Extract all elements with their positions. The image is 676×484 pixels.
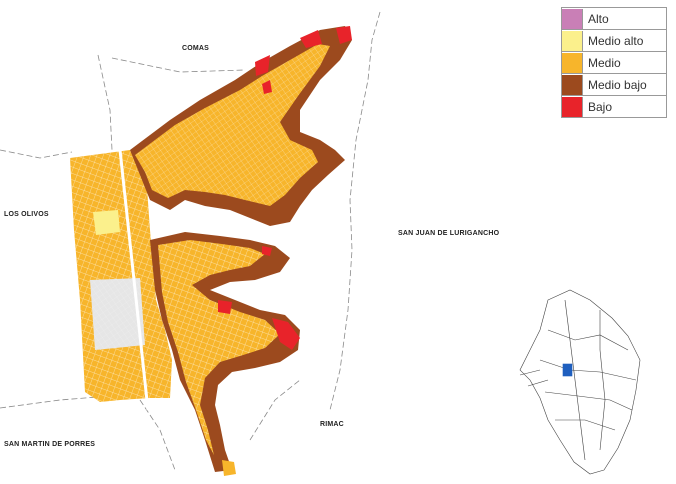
legend-label: Bajo — [588, 99, 613, 114]
district-label-los-olivos: LOS OLIVOS — [4, 211, 49, 218]
locator-inset — [519, 289, 641, 475]
legend-label: Medio alto — [588, 33, 644, 48]
district-label-san-martin-de-porres: SAN MARTIN DE PORRES — [4, 441, 96, 448]
legend-label: Medio bajo — [588, 77, 647, 92]
highlighted-district — [562, 363, 573, 377]
legend-item-bajo: Bajo — [562, 96, 666, 117]
map-region-west — [70, 149, 172, 411]
legend-label: Alto — [588, 11, 609, 26]
legend-label: Medio — [588, 55, 621, 70]
legend-item-medio-bajo: Medio bajo — [562, 74, 666, 96]
legend: Alto Medio alto Medio Medio bajo Bajo — [561, 7, 667, 118]
legend-item-medio-alto: Medio alto — [562, 30, 666, 52]
map-region-south — [150, 232, 300, 476]
legend-swatch — [562, 52, 583, 73]
legend-item-alto: Alto — [562, 8, 666, 30]
legend-swatch — [562, 74, 583, 95]
district-label-rimac: RIMAC — [320, 421, 344, 428]
district-label-comas: COMAS — [182, 45, 210, 52]
legend-swatch — [562, 96, 583, 117]
map-region-north — [130, 26, 352, 226]
district-label-san-juan-de-lurigancho: SAN JUAN DE LURIGANCHO — [398, 230, 500, 237]
legend-item-medio: Medio — [562, 52, 666, 74]
legend-swatch — [562, 30, 583, 51]
legend-swatch — [562, 8, 583, 29]
